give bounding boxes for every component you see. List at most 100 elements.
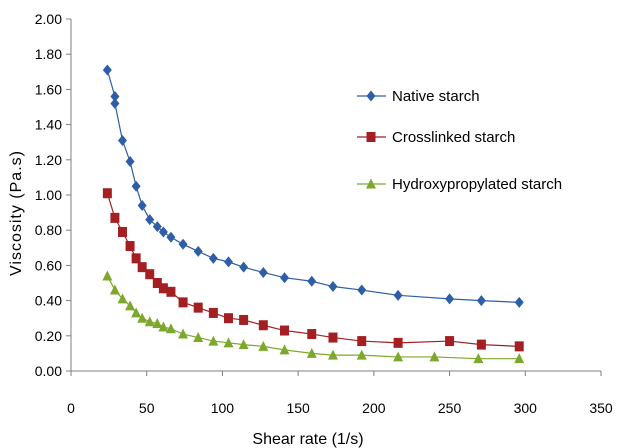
data-point [476, 295, 486, 307]
x-tick-label: 100 [211, 400, 235, 416]
x-tick-label: 50 [139, 400, 155, 416]
data-point [165, 323, 176, 334]
data-point [258, 320, 268, 331]
y-tick-label: 2.00 [35, 11, 62, 27]
x-tick-label: 150 [286, 400, 310, 416]
data-point [280, 325, 290, 336]
x-tick-label: 250 [438, 400, 462, 416]
x-tick-label: 350 [589, 400, 613, 416]
data-point [327, 349, 338, 360]
chart-legend: Native starch Crosslinked starch Hydroxypr… [357, 88, 562, 193]
data-point [158, 283, 168, 294]
data-point [393, 337, 403, 348]
legend-entry: Native starch [392, 88, 480, 105]
data-point [514, 353, 525, 364]
data-point [223, 256, 233, 268]
y-axis-title: Viscosity (Pa.s) [8, 150, 25, 276]
data-point [102, 270, 113, 281]
data-point [125, 300, 136, 311]
data-point [117, 226, 127, 237]
data-point [137, 312, 148, 323]
data-point [193, 302, 203, 313]
data-point [102, 64, 112, 76]
data-point [280, 272, 290, 284]
x-tick-label: 200 [362, 400, 386, 416]
data-point [208, 252, 218, 264]
data-point [208, 307, 218, 318]
data-point [258, 266, 268, 278]
data-point [193, 245, 203, 257]
data-point [109, 284, 120, 295]
data-point [110, 97, 120, 109]
data-point [193, 332, 204, 343]
data-point [356, 349, 367, 360]
data-point [166, 286, 176, 297]
data-point [125, 241, 135, 252]
series-diamond [102, 64, 524, 308]
data-point [258, 340, 269, 351]
data-point [357, 336, 367, 347]
chart-series [102, 64, 525, 364]
data-point [393, 351, 404, 362]
data-point [137, 262, 147, 273]
y-tick-label: 1.00 [35, 187, 62, 203]
y-tick-label: 1.60 [35, 81, 62, 97]
data-point [514, 341, 524, 352]
data-point [131, 253, 141, 264]
data-point [152, 221, 162, 233]
data-point [145, 214, 155, 226]
data-point [279, 344, 290, 355]
data-point [393, 289, 403, 301]
y-tick-label: 1.20 [35, 152, 62, 168]
data-point [476, 339, 486, 350]
data-point [307, 329, 317, 340]
data-point [152, 317, 163, 328]
data-point [239, 261, 249, 273]
data-point [223, 337, 234, 348]
data-point [178, 328, 189, 339]
data-point [158, 321, 169, 332]
data-point [137, 200, 147, 212]
legend-entry: Hydroxypropylated starch [392, 176, 562, 193]
data-point [145, 269, 155, 280]
legend-marker [366, 90, 376, 102]
legend-marker [366, 178, 376, 189]
legend-marker [366, 132, 376, 142]
data-point [429, 351, 440, 362]
data-point [131, 180, 141, 192]
data-point [306, 347, 317, 358]
data-point [328, 332, 338, 343]
data-point [445, 336, 455, 347]
series-square [102, 188, 524, 352]
series-line [106, 193, 520, 347]
series-triangle [102, 270, 525, 364]
y-tick-label: 1.40 [35, 117, 62, 133]
y-tick-label: 1.80 [35, 46, 62, 62]
data-point [328, 281, 338, 293]
legend-entry: Crosslinked starch [392, 129, 515, 146]
data-point [158, 226, 168, 238]
data-point [223, 313, 233, 324]
data-point [514, 296, 524, 308]
data-point [110, 90, 120, 102]
data-point [178, 297, 188, 308]
data-point [166, 231, 176, 243]
data-point [239, 314, 249, 325]
x-axis-title: Shear rate (1/s) [252, 431, 363, 448]
data-point [102, 188, 112, 199]
data-point [178, 238, 188, 250]
chart-axes: 0.00 0.20 0.40 0.60 0.80 1.00 1.20 1.40 1.60 1.80… [35, 11, 613, 416]
y-tick-label: 0.20 [35, 328, 62, 344]
x-tick-label: 0 [67, 400, 75, 416]
y-tick-label: 0.40 [35, 293, 62, 309]
data-point [117, 134, 127, 146]
data-point [131, 307, 142, 318]
data-point [117, 293, 128, 304]
y-tick-label: 0.00 [35, 363, 62, 379]
data-point [238, 339, 249, 350]
data-point [307, 275, 317, 287]
data-point [473, 353, 484, 364]
y-tick-label: 0.60 [35, 257, 62, 273]
data-point [357, 284, 367, 296]
data-point [144, 316, 155, 327]
